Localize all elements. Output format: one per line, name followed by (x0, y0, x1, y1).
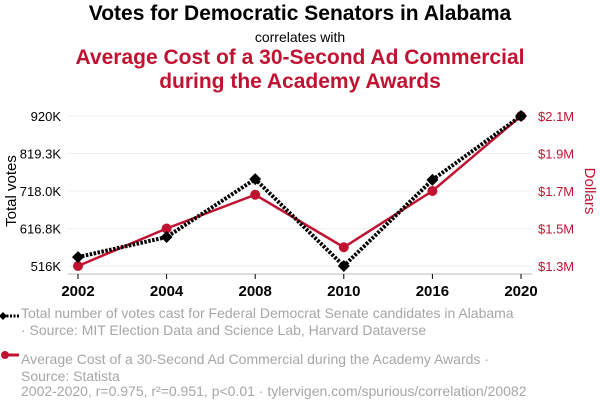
data-point-cost (427, 186, 438, 196)
y-left-tick-label: 920K (31, 109, 62, 124)
diamond-icon (0, 312, 7, 320)
y-right-tick-label: $1.7M (538, 184, 574, 199)
y-axis-right-label: Dollars (581, 168, 598, 215)
chart-title-secondary-line1: Average Cost of a 30-Second Ad Commercia… (75, 46, 525, 69)
x-tick-label: 2002 (61, 283, 94, 300)
legend-cost-line1: Average Cost of a 30-Second Ad Commercia… (21, 351, 489, 367)
y-right-tick-label: $1.9M (538, 147, 574, 162)
legend-votes-line1: Total number of votes cast for Federal D… (21, 305, 514, 321)
y-right-tick-label: $1.5M (538, 222, 574, 237)
data-point-cost (73, 261, 83, 271)
data-point-votes (337, 260, 350, 272)
legend-marker-cost (1, 351, 19, 359)
circle-icon (1, 351, 9, 359)
y-left-tick-label: 819.3K (20, 146, 62, 161)
y-right-tick-label: $2.1M (538, 109, 574, 124)
legend-marker-votes (0, 312, 19, 320)
chart-footer: 2002-2020, r=0.975, r²=0.951, p<0.01 · t… (21, 383, 527, 399)
data-point-votes (72, 251, 84, 264)
gridlines (68, 115, 532, 267)
x-tick-label: 2008 (239, 283, 272, 300)
legend-votes-line2: · Source: MIT Election Data and Science … (21, 322, 427, 338)
series-votes (72, 110, 527, 272)
y-right-tick-label: $1.3M (538, 259, 574, 274)
y-axis-left-label: Total votes (3, 155, 20, 227)
y-axis-left-ticks: 516K 616.8K 718.0K 819.3K 920K (20, 109, 62, 274)
chart-title-connector: correlates with (254, 29, 346, 45)
y-left-tick-label: 616.8K (20, 222, 62, 237)
x-tick-label: 2020 (504, 283, 537, 300)
chart-title-primary: Votes for Democratic Senators in Alabama (88, 2, 512, 25)
legend-cost-line2: Source: Statista (21, 368, 120, 384)
data-point-cost (338, 242, 349, 253)
x-tick-label: 2016 (416, 283, 449, 300)
data-point-votes (249, 173, 262, 186)
x-tick-label: 2010 (327, 283, 360, 300)
chart-title-secondary: Average Cost of a 30-Second Ad Commercia… (0, 46, 600, 94)
y-axis-right-ticks: $1.3M $1.5M $1.7M $1.9M $2.1M (538, 109, 574, 274)
y-left-tick-label: 718.0K (20, 184, 62, 199)
data-point-cost (161, 223, 172, 234)
data-point-votes (515, 110, 527, 122)
chart-title-secondary-line2: during the Academy Awards (159, 70, 441, 93)
data-point-votes (426, 173, 439, 186)
data-point-cost (250, 189, 261, 200)
x-axis-ticks: 2002 2004 2008 2010 2016 2020 (61, 274, 538, 300)
data-point-votes (160, 231, 173, 244)
x-tick-label: 2004 (150, 283, 184, 300)
y-left-tick-label: 516K (31, 259, 62, 274)
